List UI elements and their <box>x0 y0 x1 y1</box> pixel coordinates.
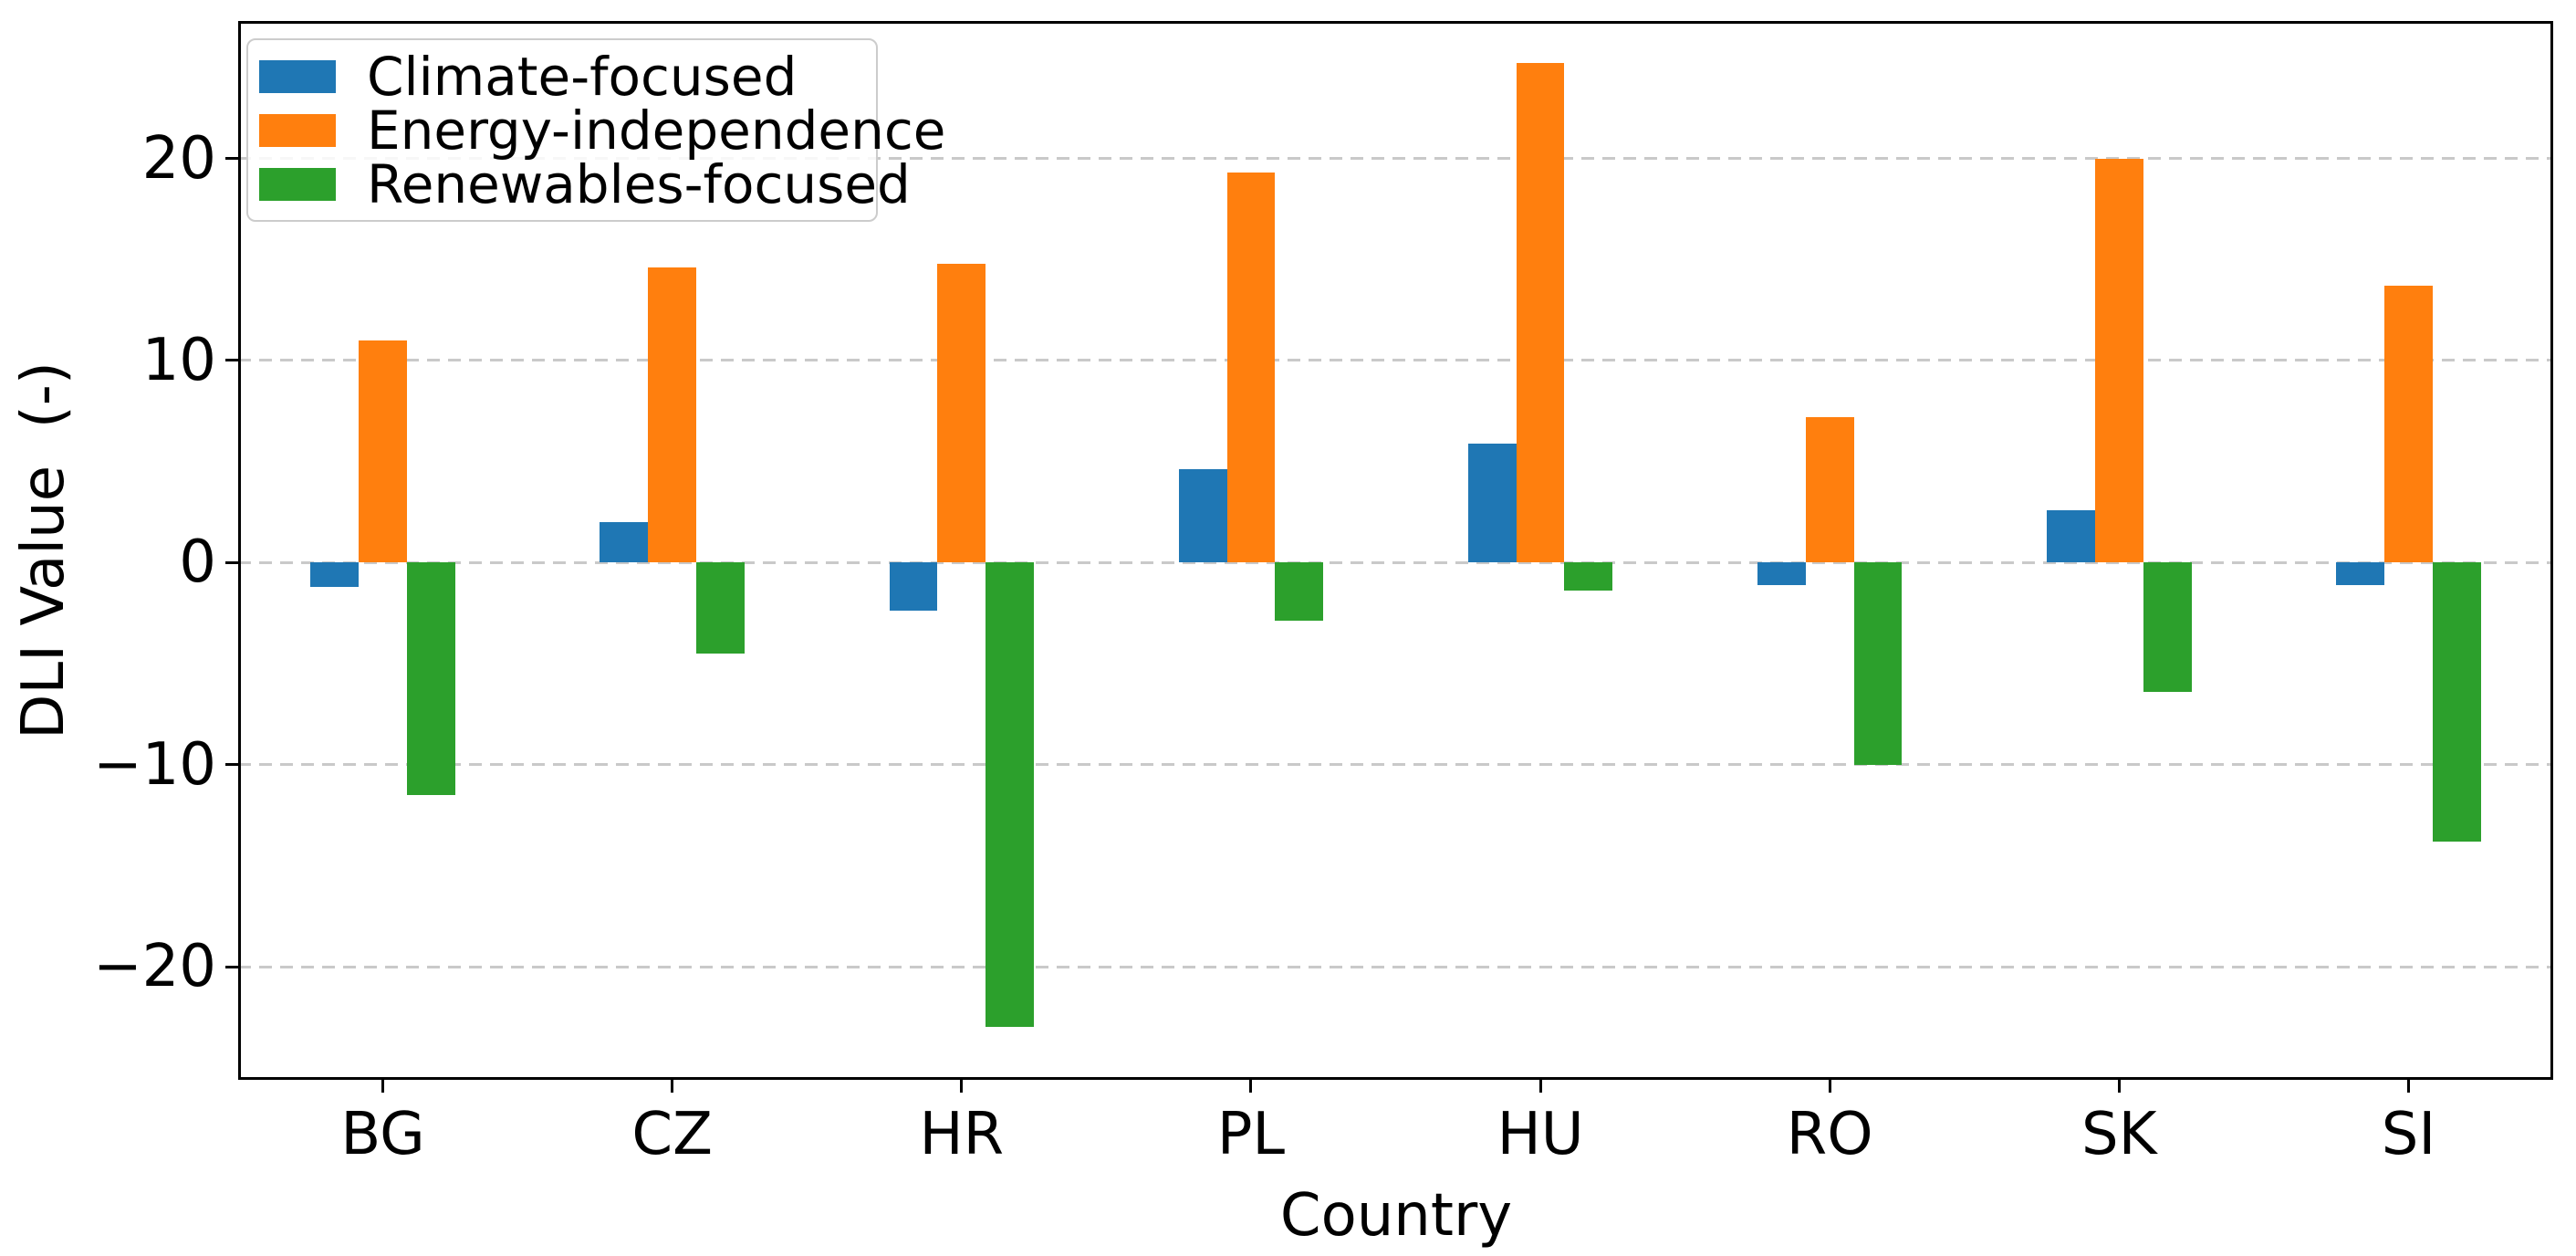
x-tick <box>381 1080 385 1093</box>
bar-energy-independence-hu <box>1516 63 1565 563</box>
legend-label: Renewables-focused <box>367 152 911 215</box>
bar-climate-focused-hu <box>1467 443 1517 563</box>
y-tick <box>225 560 238 564</box>
bar-energy-independence-hr <box>937 263 986 563</box>
bar-climate-focused-pl <box>1178 469 1227 563</box>
bar-renewables-focused-sk <box>2143 562 2192 692</box>
x-tick <box>1828 1080 1831 1093</box>
legend-item-energy-independence: Energy-independence <box>248 104 945 157</box>
y-tick <box>225 359 238 362</box>
y-tick-label: −20 <box>92 933 216 1001</box>
x-tick <box>960 1080 964 1093</box>
legend-color-swatch <box>259 167 336 201</box>
bar-energy-independence-ro <box>1805 416 1854 563</box>
bar-renewables-focused-pl <box>1275 562 1324 622</box>
x-tick <box>671 1080 674 1093</box>
legend: Climate-focused Energy-independence Renewa… <box>246 38 945 222</box>
y-axis-label: DLI Value (-) <box>10 361 78 739</box>
legend-label: Climate-focused <box>367 45 798 108</box>
gridline-y--10 <box>238 763 2553 767</box>
y-tick-label: 20 <box>141 124 216 193</box>
x-tick <box>2117 1080 2121 1093</box>
bar-climate-focused-ro <box>1757 562 1806 585</box>
bar-energy-independence-sk <box>2094 158 2143 563</box>
x-tick-label-pl: PL <box>1216 1101 1286 1168</box>
gridline-y-20 <box>238 157 2553 161</box>
y-tick <box>225 965 238 968</box>
bar-energy-independence-cz <box>648 267 697 563</box>
legend-item-climate-focused: Climate-focused <box>248 45 876 108</box>
bar-renewables-focused-hr <box>986 562 1035 1028</box>
bar-renewables-focused-hu <box>1564 562 1613 591</box>
bar-climate-focused-sk <box>2047 509 2095 563</box>
y-tick <box>225 157 238 161</box>
y-tick <box>225 763 238 767</box>
bar-energy-independence-si <box>2384 286 2433 563</box>
x-tick <box>2406 1080 2410 1093</box>
bar-energy-independence-pl <box>1226 173 1276 563</box>
y-tick-label: −10 <box>92 730 216 799</box>
legend-color-swatch <box>259 113 336 147</box>
bar-climate-focused-hr <box>889 562 938 612</box>
x-tick <box>1538 1080 1542 1093</box>
bar-renewables-focused-cz <box>696 562 745 654</box>
gridline-y--20 <box>238 965 2553 968</box>
x-tick <box>1249 1080 1253 1093</box>
gridline-y-0 <box>238 560 2553 564</box>
x-tick-label-bg: BG <box>340 1101 425 1168</box>
y-tick-label: 0 <box>179 529 216 597</box>
x-tick-label-sk: SK <box>2081 1101 2157 1168</box>
bar-renewables-focused-bg <box>406 562 455 795</box>
x-axis-label: Country <box>1279 1182 1513 1250</box>
x-tick-label-hu: HU <box>1497 1101 1584 1168</box>
y-tick-label: 10 <box>141 326 216 394</box>
bar-energy-independence-bg <box>359 340 407 563</box>
x-tick-label-ro: RO <box>1786 1101 1873 1168</box>
legend-item-renewables-focused: Renewables-focused <box>248 158 911 211</box>
legend-label: Energy-independence <box>367 99 946 162</box>
bar-renewables-focused-si <box>2432 562 2481 842</box>
legend-color-swatch <box>259 59 336 93</box>
bar-climate-focused-cz <box>600 522 649 563</box>
x-tick-label-hr: HR <box>919 1101 1005 1168</box>
x-tick-label-cz: CZ <box>631 1101 713 1168</box>
bar-climate-focused-si <box>2336 562 2384 585</box>
gridline-y-10 <box>238 359 2553 362</box>
bar-climate-focused-bg <box>310 562 360 587</box>
bar-renewables-focused-ro <box>1853 562 1903 765</box>
x-tick-label-si: SI <box>2381 1101 2436 1168</box>
